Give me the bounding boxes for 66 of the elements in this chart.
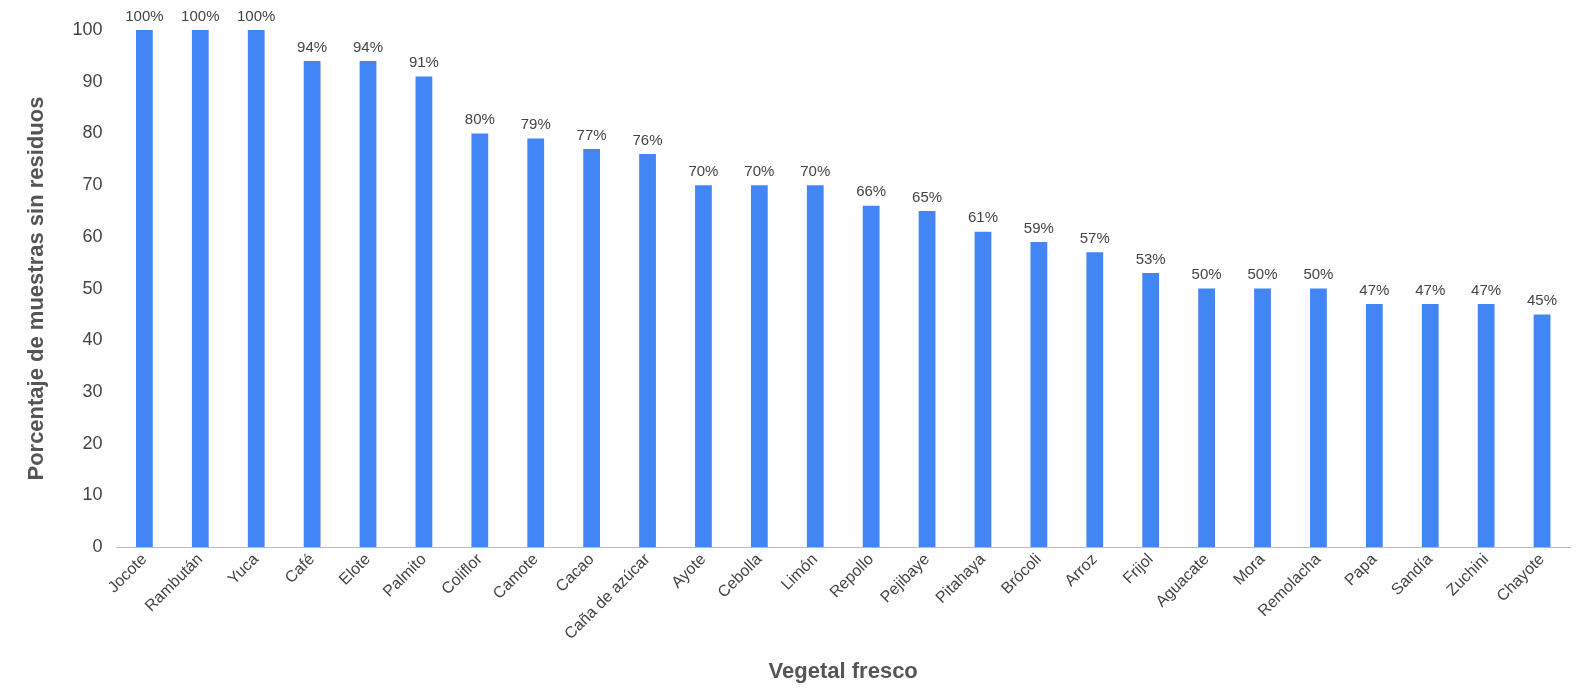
bar — [527, 138, 545, 548]
bar — [1198, 288, 1215, 548]
bar — [750, 185, 768, 548]
data-label: 100% — [181, 6, 220, 24]
data-label: 100% — [237, 6, 276, 24]
data-label: 47% — [1471, 280, 1502, 298]
bar — [1254, 288, 1271, 548]
y-axis-title: Porcentaje de muestras sin residuos — [23, 96, 49, 481]
x-tick-label: Yuca — [224, 550, 262, 588]
data-label: 91% — [408, 53, 439, 71]
y-tick-label: 20 — [82, 432, 103, 453]
bar — [359, 61, 377, 548]
data-label: 47% — [1359, 280, 1390, 298]
bar — [1477, 304, 1495, 548]
bar — [862, 205, 880, 548]
bar — [1310, 288, 1327, 548]
bar — [415, 76, 433, 548]
y-tick-label: 30 — [82, 380, 103, 401]
data-label: 76% — [632, 130, 663, 148]
bar — [471, 133, 489, 548]
bar — [918, 211, 936, 548]
bar — [695, 185, 712, 548]
y-tick-label: 80 — [82, 122, 103, 143]
data-label: 57% — [1079, 229, 1110, 247]
data-label: 59% — [1023, 218, 1054, 236]
y-tick-label: 0 — [92, 536, 103, 557]
y-tick-label: 50 — [82, 277, 103, 298]
data-label: 50% — [1191, 265, 1222, 283]
y-tick-label: 90 — [82, 70, 103, 91]
y-tick-label: 70 — [82, 174, 103, 195]
y-tick-label: 60 — [82, 225, 103, 246]
data-label: 100% — [125, 6, 164, 24]
bar — [1030, 242, 1048, 548]
data-label: 70% — [688, 161, 719, 179]
data-label: 45% — [1527, 291, 1558, 309]
data-label: 66% — [856, 182, 887, 200]
bar — [191, 30, 209, 548]
y-tick-label: 100 — [72, 18, 103, 39]
bar — [1142, 273, 1160, 548]
data-label: 47% — [1415, 280, 1446, 298]
data-label: 70% — [800, 161, 831, 179]
bar — [583, 148, 601, 548]
data-label: 50% — [1303, 265, 1334, 283]
bar — [1365, 304, 1383, 548]
x-axis-title: Vegetal fresco — [768, 657, 918, 683]
bar — [639, 154, 656, 548]
bar — [136, 30, 153, 548]
data-label: 77% — [576, 125, 607, 143]
data-label: 61% — [967, 208, 998, 226]
data-label: 65% — [912, 187, 943, 205]
bar — [1421, 304, 1439, 548]
bar — [247, 30, 265, 548]
data-label: 80% — [464, 110, 495, 128]
bar — [1533, 314, 1551, 548]
data-label: 79% — [520, 115, 551, 133]
data-label: 70% — [744, 161, 775, 179]
bar — [974, 231, 992, 548]
data-label: 94% — [297, 37, 328, 55]
data-label: 53% — [1135, 249, 1166, 267]
bar — [303, 61, 321, 548]
data-label: 94% — [353, 37, 384, 55]
y-tick-label: 10 — [82, 484, 103, 505]
y-tick-label: 40 — [82, 329, 103, 350]
bar — [806, 185, 824, 548]
bar — [1086, 252, 1104, 548]
data-label: 50% — [1247, 265, 1278, 283]
